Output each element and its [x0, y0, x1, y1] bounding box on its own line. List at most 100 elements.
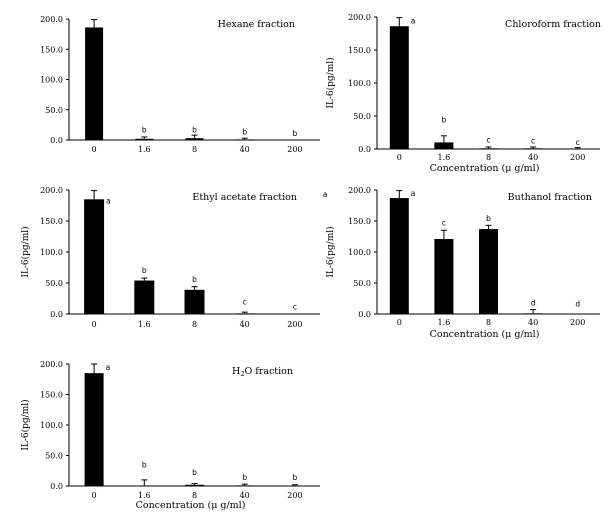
- bar-8: [184, 289, 205, 314]
- x-category-label: 200: [287, 145, 302, 154]
- chart-panel-3: 0.0 50.0 100.0 150.0 200.0 0 a 1.6 b 8 b 40 c 200 c Eth…: [20, 186, 320, 329]
- chart-title: Ethyl acetate fraction: [192, 192, 297, 203]
- significance-letter: c: [243, 298, 247, 307]
- significance-letter: b: [293, 129, 298, 138]
- bar-40: [523, 148, 543, 149]
- x-category-label: 0: [92, 491, 97, 500]
- y-tick-label: 50.0: [353, 112, 371, 121]
- x-axis-label: Concentration (μ g/ml): [430, 163, 540, 174]
- x-category-label: 0: [397, 153, 402, 162]
- bar-1.6: [434, 142, 454, 149]
- y-tick-label: 50.0: [45, 106, 63, 115]
- bar-8: [479, 148, 498, 149]
- y-tick-label: 100.0: [40, 421, 63, 430]
- bar-0: [389, 198, 409, 314]
- significance-letter: b: [192, 468, 197, 477]
- significance-letter: d: [575, 300, 580, 309]
- x-category-label: 1.6: [138, 145, 151, 154]
- x-axis-label: Concentration (μ g/ml): [430, 329, 540, 340]
- bar-1.6: [134, 280, 155, 314]
- x-category-label: 40: [240, 320, 250, 329]
- significance-letter: b: [486, 214, 491, 223]
- y-tick-label: 0.0: [50, 310, 63, 319]
- significance-letter: c: [576, 138, 580, 147]
- x-category-label: 8: [486, 153, 491, 162]
- x-category-label: 40: [240, 491, 250, 500]
- bar-0: [84, 199, 105, 314]
- chart-panel-2: 0.0 50.0 100.0 150.0 200.0 0 a 1.6 b 8 c 40 c 200 c Chl…: [325, 13, 601, 174]
- x-category-label: 8: [192, 491, 197, 500]
- y-tick-label: 150.0: [348, 46, 371, 55]
- significance-letter: b: [142, 266, 147, 275]
- y-tick-label: 150.0: [348, 217, 371, 226]
- y-tick-label: 200.0: [348, 13, 371, 22]
- x-category-label: 200: [570, 153, 585, 162]
- significance-letter: b: [192, 275, 197, 284]
- chart-panel-4: 0.0 50.0 100.0 150.0 200.0 0 a 1.6 c 8 b 40 d 200 d a Bu…: [323, 186, 600, 340]
- y-tick-label: 100.0: [348, 79, 371, 88]
- chart-title: H2O fraction: [232, 366, 293, 378]
- y-tick-label: 50.0: [45, 279, 63, 288]
- significance-letter: b: [242, 473, 247, 482]
- x-category-label: 40: [528, 318, 538, 327]
- y-tick-label: 200.0: [40, 186, 63, 195]
- x-category-label: 40: [528, 153, 538, 162]
- bar-40: [235, 139, 254, 140]
- significance-letter: b: [142, 126, 147, 135]
- x-category-label: 0: [92, 320, 97, 329]
- chart-title: Chloroform fraction: [505, 19, 601, 30]
- y-axis-label: IL-6(pg/ml): [20, 399, 31, 450]
- x-category-label: 1.6: [438, 153, 451, 162]
- significance-letter: a: [411, 17, 416, 26]
- significance-letter: c: [531, 137, 535, 146]
- x-category-label: 8: [192, 145, 197, 154]
- y-tick-label: 50.0: [45, 452, 63, 461]
- bar-0: [84, 373, 104, 486]
- y-tick-label: 150.0: [40, 45, 63, 54]
- significance-letter: a: [411, 189, 416, 198]
- y-tick-label: 0.0: [358, 310, 371, 319]
- bar-1.6: [135, 138, 154, 140]
- x-category-label: 8: [192, 320, 197, 329]
- x-category-label: 0: [397, 318, 402, 327]
- bar-8: [479, 229, 498, 314]
- y-tick-label: 200.0: [40, 360, 63, 369]
- significance-letter: b: [192, 126, 197, 135]
- x-category-label: 1.6: [138, 320, 151, 329]
- y-tick-label: 50.0: [353, 279, 371, 288]
- significance-letter: b: [442, 116, 447, 125]
- bar-0: [389, 26, 409, 150]
- significance-letter: a: [106, 363, 111, 372]
- y-tick-label: 100.0: [40, 248, 63, 257]
- y-tick-label: 100.0: [348, 248, 371, 257]
- significance-letter: b: [242, 128, 247, 137]
- bar-1.6: [434, 238, 454, 314]
- bar-40: [523, 313, 543, 314]
- x-category-label: 200: [287, 491, 302, 500]
- y-tick-label: 150.0: [40, 217, 63, 226]
- x-category-label: 200: [287, 320, 302, 329]
- significance-letter: b: [142, 461, 147, 470]
- bar-8: [185, 484, 204, 486]
- x-category-label: 1.6: [438, 318, 451, 327]
- significance-letter: d: [531, 298, 536, 307]
- x-category-label: 1.6: [138, 491, 151, 500]
- y-tick-label: 0.0: [50, 482, 63, 491]
- significance-letter: c: [486, 135, 490, 144]
- x-category-label: 0: [92, 145, 97, 154]
- significance-letter: b: [293, 473, 298, 482]
- significance-letter: c: [293, 303, 297, 312]
- chart-panel-1: 0.0 50.0 100.0 150.0 200.0 0 1.6 b 8 b 40 b 200 b Hexa…: [40, 15, 320, 154]
- y-tick-label: 100.0: [40, 76, 63, 85]
- y-tick-label: 0.0: [358, 145, 371, 154]
- bar-0: [85, 27, 104, 140]
- x-category-label: 40: [240, 145, 250, 154]
- y-tick-label: 150.0: [40, 391, 63, 400]
- chart-title: Buthanol fraction: [508, 192, 592, 203]
- y-tick-label: 200.0: [40, 15, 63, 24]
- chart-title: Hexane fraction: [218, 19, 295, 30]
- y-tick-label: 0.0: [50, 136, 63, 145]
- x-category-label: 200: [570, 318, 585, 327]
- x-axis-label: Concentration (μ g/ml): [136, 500, 246, 511]
- x-category-label: 8: [486, 318, 491, 327]
